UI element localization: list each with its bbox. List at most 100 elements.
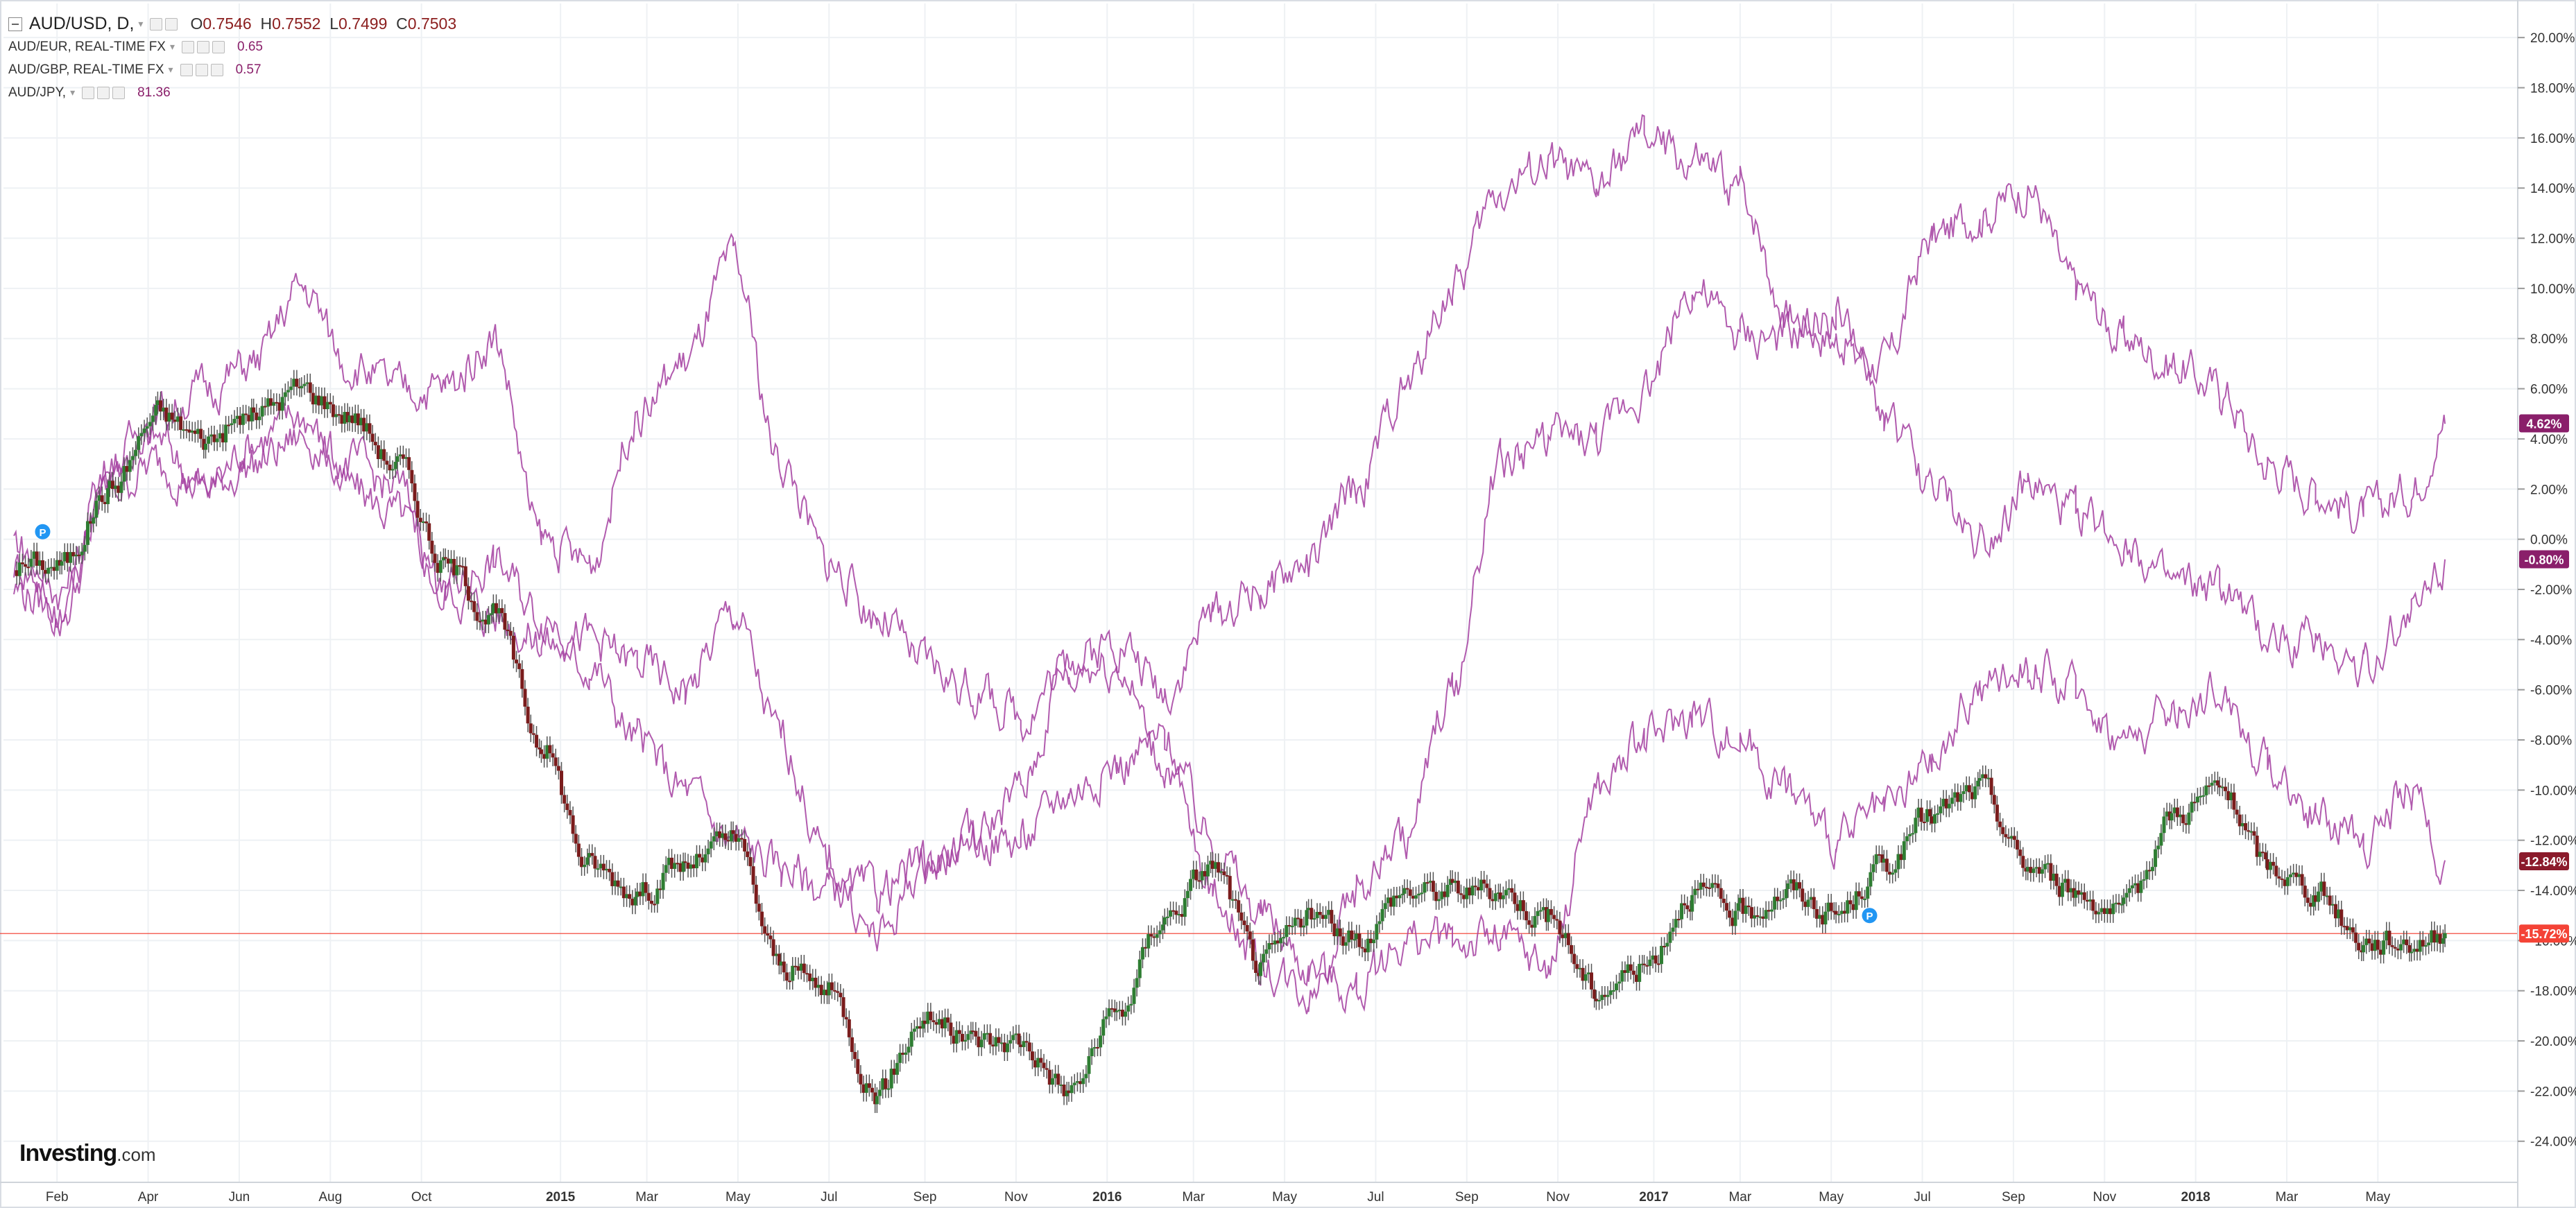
candle-down [77, 554, 81, 556]
candle-down [2049, 863, 2053, 881]
compare-symbol[interactable]: AUD/EUR, REAL-TIME FX [8, 39, 166, 54]
candle-down [526, 707, 530, 724]
candle-up [1638, 963, 1642, 982]
p-marker-label: P [1866, 911, 1873, 922]
candle-down [548, 745, 552, 754]
collapse-icon[interactable] [8, 17, 22, 31]
candle-down [653, 904, 657, 906]
candle-down [1120, 1010, 1124, 1017]
candle-up [633, 897, 637, 906]
compare-symbol[interactable]: AUD/JPY, [8, 85, 67, 100]
candle-up [490, 613, 494, 615]
settings-icon[interactable] [195, 63, 208, 76]
candle-down [2415, 949, 2419, 952]
candle-up [886, 1088, 891, 1090]
close-icon[interactable] [212, 40, 225, 53]
candle-up [703, 854, 707, 863]
visibility-icon[interactable] [180, 63, 193, 76]
chevron-down-icon[interactable]: ▾ [70, 87, 76, 98]
chevron-down-icon[interactable]: ▾ [138, 18, 144, 29]
legend-compare-row-eur[interactable]: AUD/EUR, REAL-TIME FX ▾ 0.65 [8, 35, 456, 58]
candle-up [2195, 796, 2199, 803]
candle-down [1257, 972, 1261, 976]
p-marker[interactable]: P [1862, 908, 1878, 924]
candle-down [923, 1020, 927, 1024]
candle-down [1473, 886, 1477, 888]
chevron-down-icon[interactable]: ▾ [168, 64, 173, 75]
candle-up [1420, 892, 1424, 895]
candle-up [1939, 806, 1943, 813]
candle-down [531, 733, 535, 735]
compare-symbol[interactable]: AUD/GBP, REAL-TIME FX [8, 62, 164, 77]
ohlc-high-key: H [260, 15, 273, 33]
settings-icon[interactable] [165, 17, 178, 31]
legend-main-row[interactable]: AUD/USD, D, ▾ O0.7546 H0.7552 L0.7499 C0… [8, 12, 456, 35]
candle-down [1922, 821, 1926, 823]
candle-down [376, 445, 380, 460]
candle-down [1724, 903, 1728, 911]
candle-down [2283, 879, 2287, 886]
candle-up [1736, 903, 1740, 911]
candle-up [1651, 955, 1655, 960]
candle-up [1185, 890, 1190, 899]
x-tick-label: Mar [2276, 1190, 2299, 1205]
candle-down [1411, 895, 1415, 899]
legend-compare-row-jpy[interactable]: AUD/JPY, ▾ 81.36 [8, 81, 456, 104]
candle-down [2024, 868, 2028, 872]
candle-up [283, 392, 287, 397]
candle-down [1194, 869, 1199, 881]
candle-down [2376, 940, 2380, 950]
candle-down [1645, 965, 1649, 967]
candle-down [856, 1059, 860, 1074]
candle-down [949, 1022, 953, 1036]
candle-down [1663, 946, 1667, 948]
candle-up [2127, 888, 2131, 893]
candle-up [1518, 900, 1522, 911]
candle-up [1344, 942, 1348, 946]
candle-up [661, 872, 665, 890]
close-icon[interactable] [210, 63, 223, 76]
candle-up [1054, 1073, 1058, 1078]
legend-compare-row-gbp[interactable]: AUD/GBP, REAL-TIME FX ▾ 0.57 [8, 58, 456, 81]
candle-up [1290, 926, 1294, 928]
candle-down [535, 734, 539, 748]
candle-up [1087, 1056, 1091, 1074]
candle-down [1095, 1046, 1099, 1049]
candle-down [446, 558, 450, 564]
candle-up [816, 985, 821, 988]
candle-down [2021, 856, 2025, 868]
visibility-icon[interactable] [182, 40, 195, 53]
candle-down [407, 457, 411, 470]
candle-down [71, 552, 76, 557]
candle-down [1884, 858, 1889, 872]
candle-up [2120, 904, 2124, 906]
candle-down [238, 415, 242, 425]
p-marker[interactable]: P [35, 524, 51, 540]
settings-icon[interactable] [197, 40, 210, 53]
candle-up [1953, 792, 1957, 798]
candle-down [1033, 1060, 1038, 1068]
candle-up [625, 894, 629, 899]
candle-down [844, 1017, 848, 1019]
candle-up [1050, 1078, 1054, 1085]
candle-up [2032, 868, 2036, 873]
visibility-icon[interactable] [150, 17, 163, 31]
close-icon[interactable] [112, 86, 126, 99]
visibility-icon[interactable] [82, 86, 95, 99]
x-tick-label: Sep [2002, 1190, 2025, 1205]
candle-down [1296, 917, 1300, 920]
candle-up [1262, 954, 1266, 963]
main-symbol[interactable]: AUD/USD, D, [29, 14, 135, 33]
candle-up [2292, 872, 2296, 874]
candle-down [952, 1035, 956, 1044]
candle-up [2154, 849, 2158, 868]
chevron-down-icon[interactable]: ▾ [169, 41, 175, 52]
candle-down [658, 888, 662, 890]
candle-down [568, 810, 572, 816]
candle-down [199, 429, 203, 439]
candle-up [2133, 883, 2138, 886]
settings-icon[interactable] [97, 86, 110, 99]
candle-down [1631, 970, 1635, 975]
